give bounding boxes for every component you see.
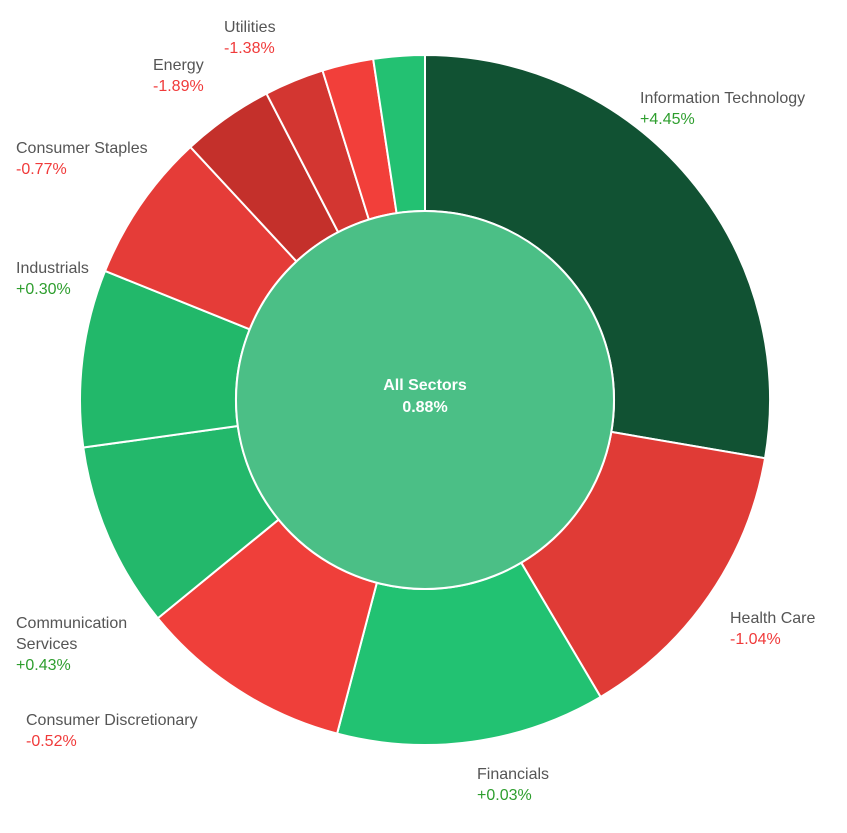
sector-change: +0.03% <box>477 787 532 804</box>
sector-name: Industrials <box>16 260 89 277</box>
all-sectors-center[interactable] <box>235 210 615 590</box>
sector-slices <box>79 53 771 746</box>
label-industrials: Industrials +0.30% <box>16 258 89 300</box>
sector-change: +4.45% <box>640 111 695 128</box>
sector-change: -1.89% <box>153 78 204 95</box>
sector-change: -1.04% <box>730 631 781 648</box>
sector-name: Energy <box>153 57 204 74</box>
sector-change: +0.43% <box>16 657 71 674</box>
sector-name: Financials <box>477 766 550 783</box>
sector-change: -0.77% <box>16 161 67 178</box>
label-consumer-discretionary: Consumer Discretionary -0.52% <box>26 710 198 752</box>
label-consumer-staples: Consumer Staples -0.77% <box>16 138 148 180</box>
label-financials: Financials +0.03% <box>477 764 549 806</box>
sector-change: -1.38% <box>224 40 275 57</box>
sector-change: -0.52% <box>26 733 77 750</box>
sector-change: +0.30% <box>16 281 71 298</box>
sector-name: Information Technology <box>640 90 806 107</box>
label-information-technology: Information Technology +4.45% <box>640 88 805 130</box>
sector-name: Consumer Staples <box>16 140 148 157</box>
sector-name: Consumer Discretionary <box>26 712 198 729</box>
label-health-care: Health Care -1.04% <box>730 608 815 650</box>
label-utilities: Utilities -1.38% <box>224 17 276 59</box>
label-energy: Energy -1.89% <box>153 55 204 97</box>
label-communication-services: Communication Services +0.43% <box>16 613 156 676</box>
sector-name: Communication Services <box>16 615 128 653</box>
sector-name: Health Care <box>730 610 816 627</box>
sector-name: Utilities <box>224 19 276 36</box>
center-title: All Sectors <box>383 377 467 394</box>
center-value: 0.88% <box>402 399 448 416</box>
center-label: All Sectors 0.88% <box>325 375 525 419</box>
